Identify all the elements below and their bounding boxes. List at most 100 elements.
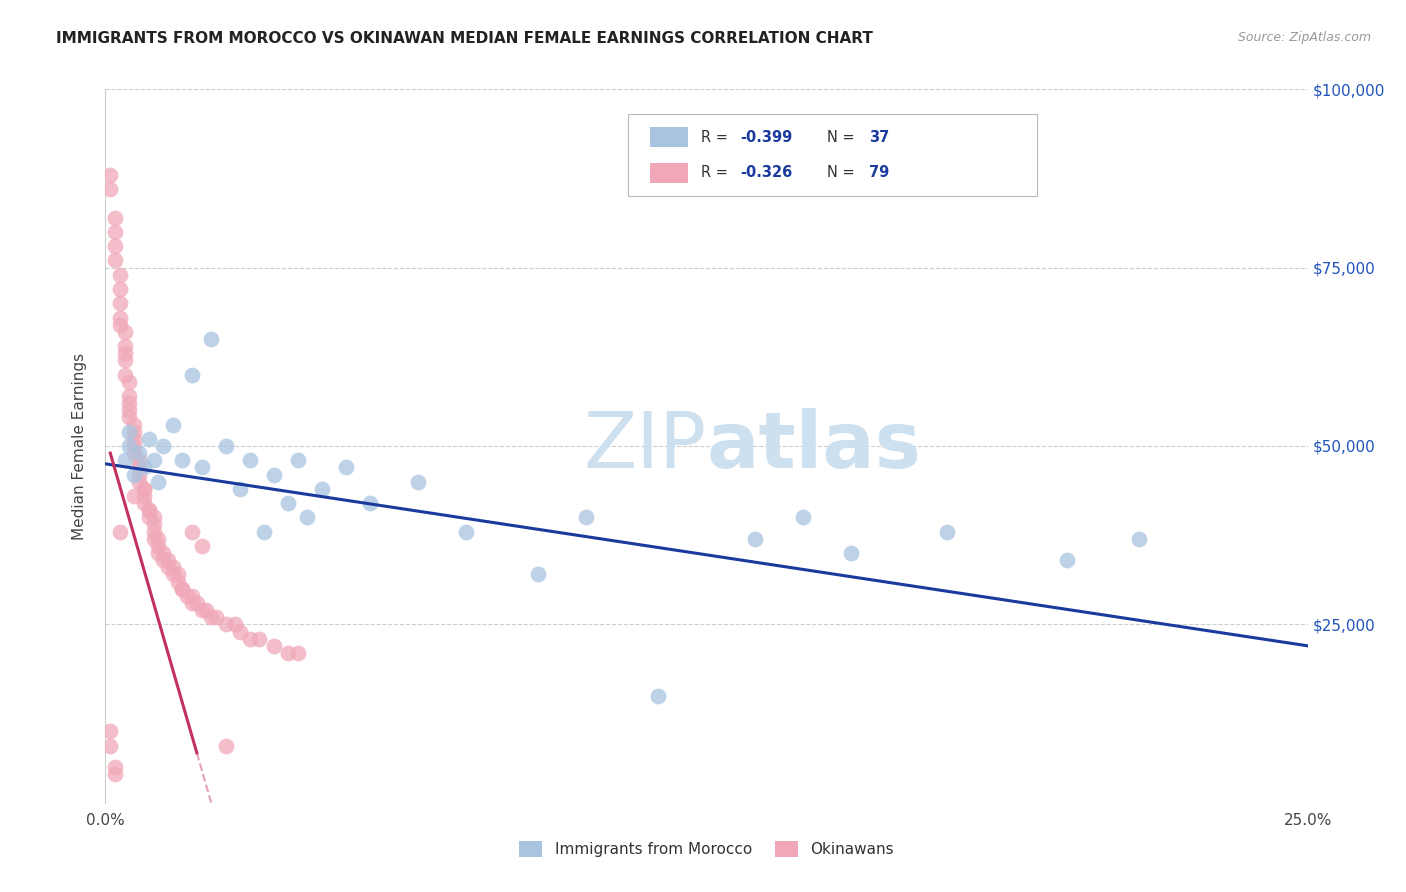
Bar: [650, 162, 689, 183]
Point: [108, 268, 131, 282]
Point: [152, 553, 174, 567]
Point: [132, 482, 155, 496]
Point: [454, 524, 477, 539]
Point: [118, 396, 141, 410]
Text: 37: 37: [869, 129, 889, 145]
Point: [172, 453, 194, 467]
Point: [128, 467, 150, 482]
Point: [124, 446, 146, 460]
Point: [132, 482, 155, 496]
Point: [124, 439, 146, 453]
Point: [195, 603, 218, 617]
Point: [190, 603, 212, 617]
Text: N =: N =: [827, 165, 859, 180]
Point: [104, 767, 127, 781]
Point: [152, 546, 174, 560]
Point: [214, 739, 236, 753]
Point: [114, 325, 136, 339]
Point: [124, 432, 146, 446]
Point: [287, 453, 309, 467]
Point: [142, 532, 165, 546]
Text: R =: R =: [700, 165, 733, 180]
Text: N =: N =: [827, 129, 859, 145]
Point: [142, 517, 165, 532]
Point: [359, 496, 381, 510]
Point: [132, 460, 155, 475]
Point: [138, 503, 160, 517]
Point: [406, 475, 429, 489]
Point: [277, 496, 299, 510]
Point: [162, 417, 184, 432]
Point: [176, 589, 198, 603]
Point: [647, 689, 669, 703]
Point: [297, 510, 319, 524]
Point: [104, 239, 127, 253]
Point: [98, 168, 121, 182]
Point: [98, 182, 121, 196]
Point: [200, 332, 222, 346]
Point: [152, 439, 174, 453]
Point: [311, 482, 333, 496]
Point: [98, 739, 121, 753]
Point: [114, 339, 136, 353]
Text: R =: R =: [700, 129, 733, 145]
Point: [132, 496, 155, 510]
Point: [162, 560, 184, 574]
Text: ZIP: ZIP: [583, 408, 707, 484]
Point: [148, 532, 170, 546]
Point: [138, 432, 160, 446]
Point: [108, 282, 131, 296]
Point: [98, 724, 121, 739]
Bar: [650, 127, 689, 147]
Point: [792, 510, 814, 524]
Point: [200, 610, 222, 624]
Point: [118, 439, 141, 453]
Point: [166, 574, 188, 589]
Point: [186, 596, 208, 610]
Text: 79: 79: [869, 165, 889, 180]
Point: [527, 567, 550, 582]
Point: [124, 417, 146, 432]
Point: [138, 503, 160, 517]
Point: [132, 489, 155, 503]
Point: [224, 617, 246, 632]
Point: [181, 589, 204, 603]
Point: [104, 760, 127, 774]
Point: [263, 467, 285, 482]
Point: [263, 639, 285, 653]
Bar: [628, 114, 1038, 196]
Point: [148, 539, 170, 553]
Y-axis label: Median Female Earnings: Median Female Earnings: [72, 352, 87, 540]
Point: [142, 453, 165, 467]
Point: [142, 510, 165, 524]
Text: IMMIGRANTS FROM MOROCCO VS OKINAWAN MEDIAN FEMALE EARNINGS CORRELATION CHART: IMMIGRANTS FROM MOROCCO VS OKINAWAN MEDI…: [56, 31, 873, 46]
Point: [114, 353, 136, 368]
Point: [148, 546, 170, 560]
Point: [118, 425, 141, 439]
Point: [936, 524, 959, 539]
Point: [190, 539, 212, 553]
Point: [229, 482, 252, 496]
Point: [124, 425, 146, 439]
Point: [253, 524, 276, 539]
Point: [128, 446, 150, 460]
Point: [166, 567, 188, 582]
Point: [277, 646, 299, 660]
Point: [156, 560, 179, 574]
Point: [214, 439, 236, 453]
Point: [124, 489, 146, 503]
Text: -0.326: -0.326: [740, 165, 793, 180]
Point: [247, 632, 270, 646]
Point: [124, 467, 146, 482]
Point: [104, 225, 127, 239]
Point: [744, 532, 766, 546]
Point: [114, 346, 136, 360]
Point: [118, 403, 141, 417]
Point: [108, 296, 131, 310]
Point: [118, 410, 141, 425]
Point: [287, 646, 309, 660]
Point: [335, 460, 357, 475]
Text: atlas: atlas: [707, 408, 921, 484]
Point: [239, 453, 262, 467]
Point: [839, 546, 862, 560]
